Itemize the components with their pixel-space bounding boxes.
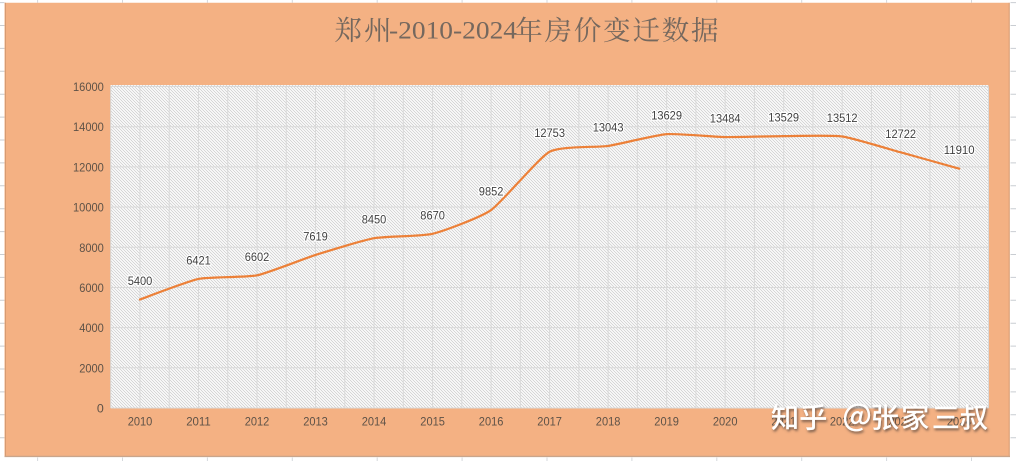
svg-text:2022: 2022 bbox=[830, 415, 855, 429]
svg-text:12753: 12753 bbox=[534, 126, 565, 140]
svg-text:4000: 4000 bbox=[79, 321, 104, 335]
svg-text:13629: 13629 bbox=[651, 109, 682, 123]
svg-text:13529: 13529 bbox=[768, 111, 799, 125]
svg-text:14000: 14000 bbox=[73, 120, 104, 134]
svg-text:16000: 16000 bbox=[73, 80, 104, 94]
svg-text:2017: 2017 bbox=[537, 415, 562, 429]
svg-text:13043: 13043 bbox=[593, 120, 624, 134]
svg-text:8000: 8000 bbox=[79, 241, 104, 255]
svg-text:10000: 10000 bbox=[73, 201, 104, 215]
svg-text:8450: 8450 bbox=[362, 213, 387, 227]
svg-text:2018: 2018 bbox=[596, 415, 621, 429]
svg-text:7619: 7619 bbox=[303, 229, 328, 243]
svg-text:2000: 2000 bbox=[79, 361, 104, 375]
svg-text:13484: 13484 bbox=[710, 112, 741, 126]
svg-text:13512: 13512 bbox=[827, 111, 858, 125]
svg-text:6602: 6602 bbox=[245, 250, 270, 264]
svg-text:2016: 2016 bbox=[479, 415, 504, 429]
svg-text:5400: 5400 bbox=[128, 274, 153, 288]
svg-text:11910: 11910 bbox=[944, 143, 975, 157]
svg-text:12722: 12722 bbox=[885, 127, 916, 141]
svg-text:2019: 2019 bbox=[654, 415, 679, 429]
svg-text:-2010-2024: -2010-2024 bbox=[389, 16, 517, 45]
svg-text:2014: 2014 bbox=[362, 415, 387, 429]
svg-text:9852: 9852 bbox=[479, 185, 504, 199]
svg-text:8670: 8670 bbox=[420, 208, 445, 222]
svg-text:0: 0 bbox=[97, 402, 104, 416]
svg-text:2015: 2015 bbox=[420, 415, 445, 429]
svg-text:6000: 6000 bbox=[79, 281, 104, 295]
svg-text:2010: 2010 bbox=[128, 415, 153, 429]
svg-text:12000: 12000 bbox=[73, 160, 104, 174]
svg-text:2012: 2012 bbox=[245, 415, 270, 429]
svg-text:6421: 6421 bbox=[186, 254, 211, 268]
svg-text:2011: 2011 bbox=[186, 415, 211, 429]
svg-text:2020: 2020 bbox=[713, 415, 738, 429]
svg-text:2013: 2013 bbox=[303, 415, 328, 429]
